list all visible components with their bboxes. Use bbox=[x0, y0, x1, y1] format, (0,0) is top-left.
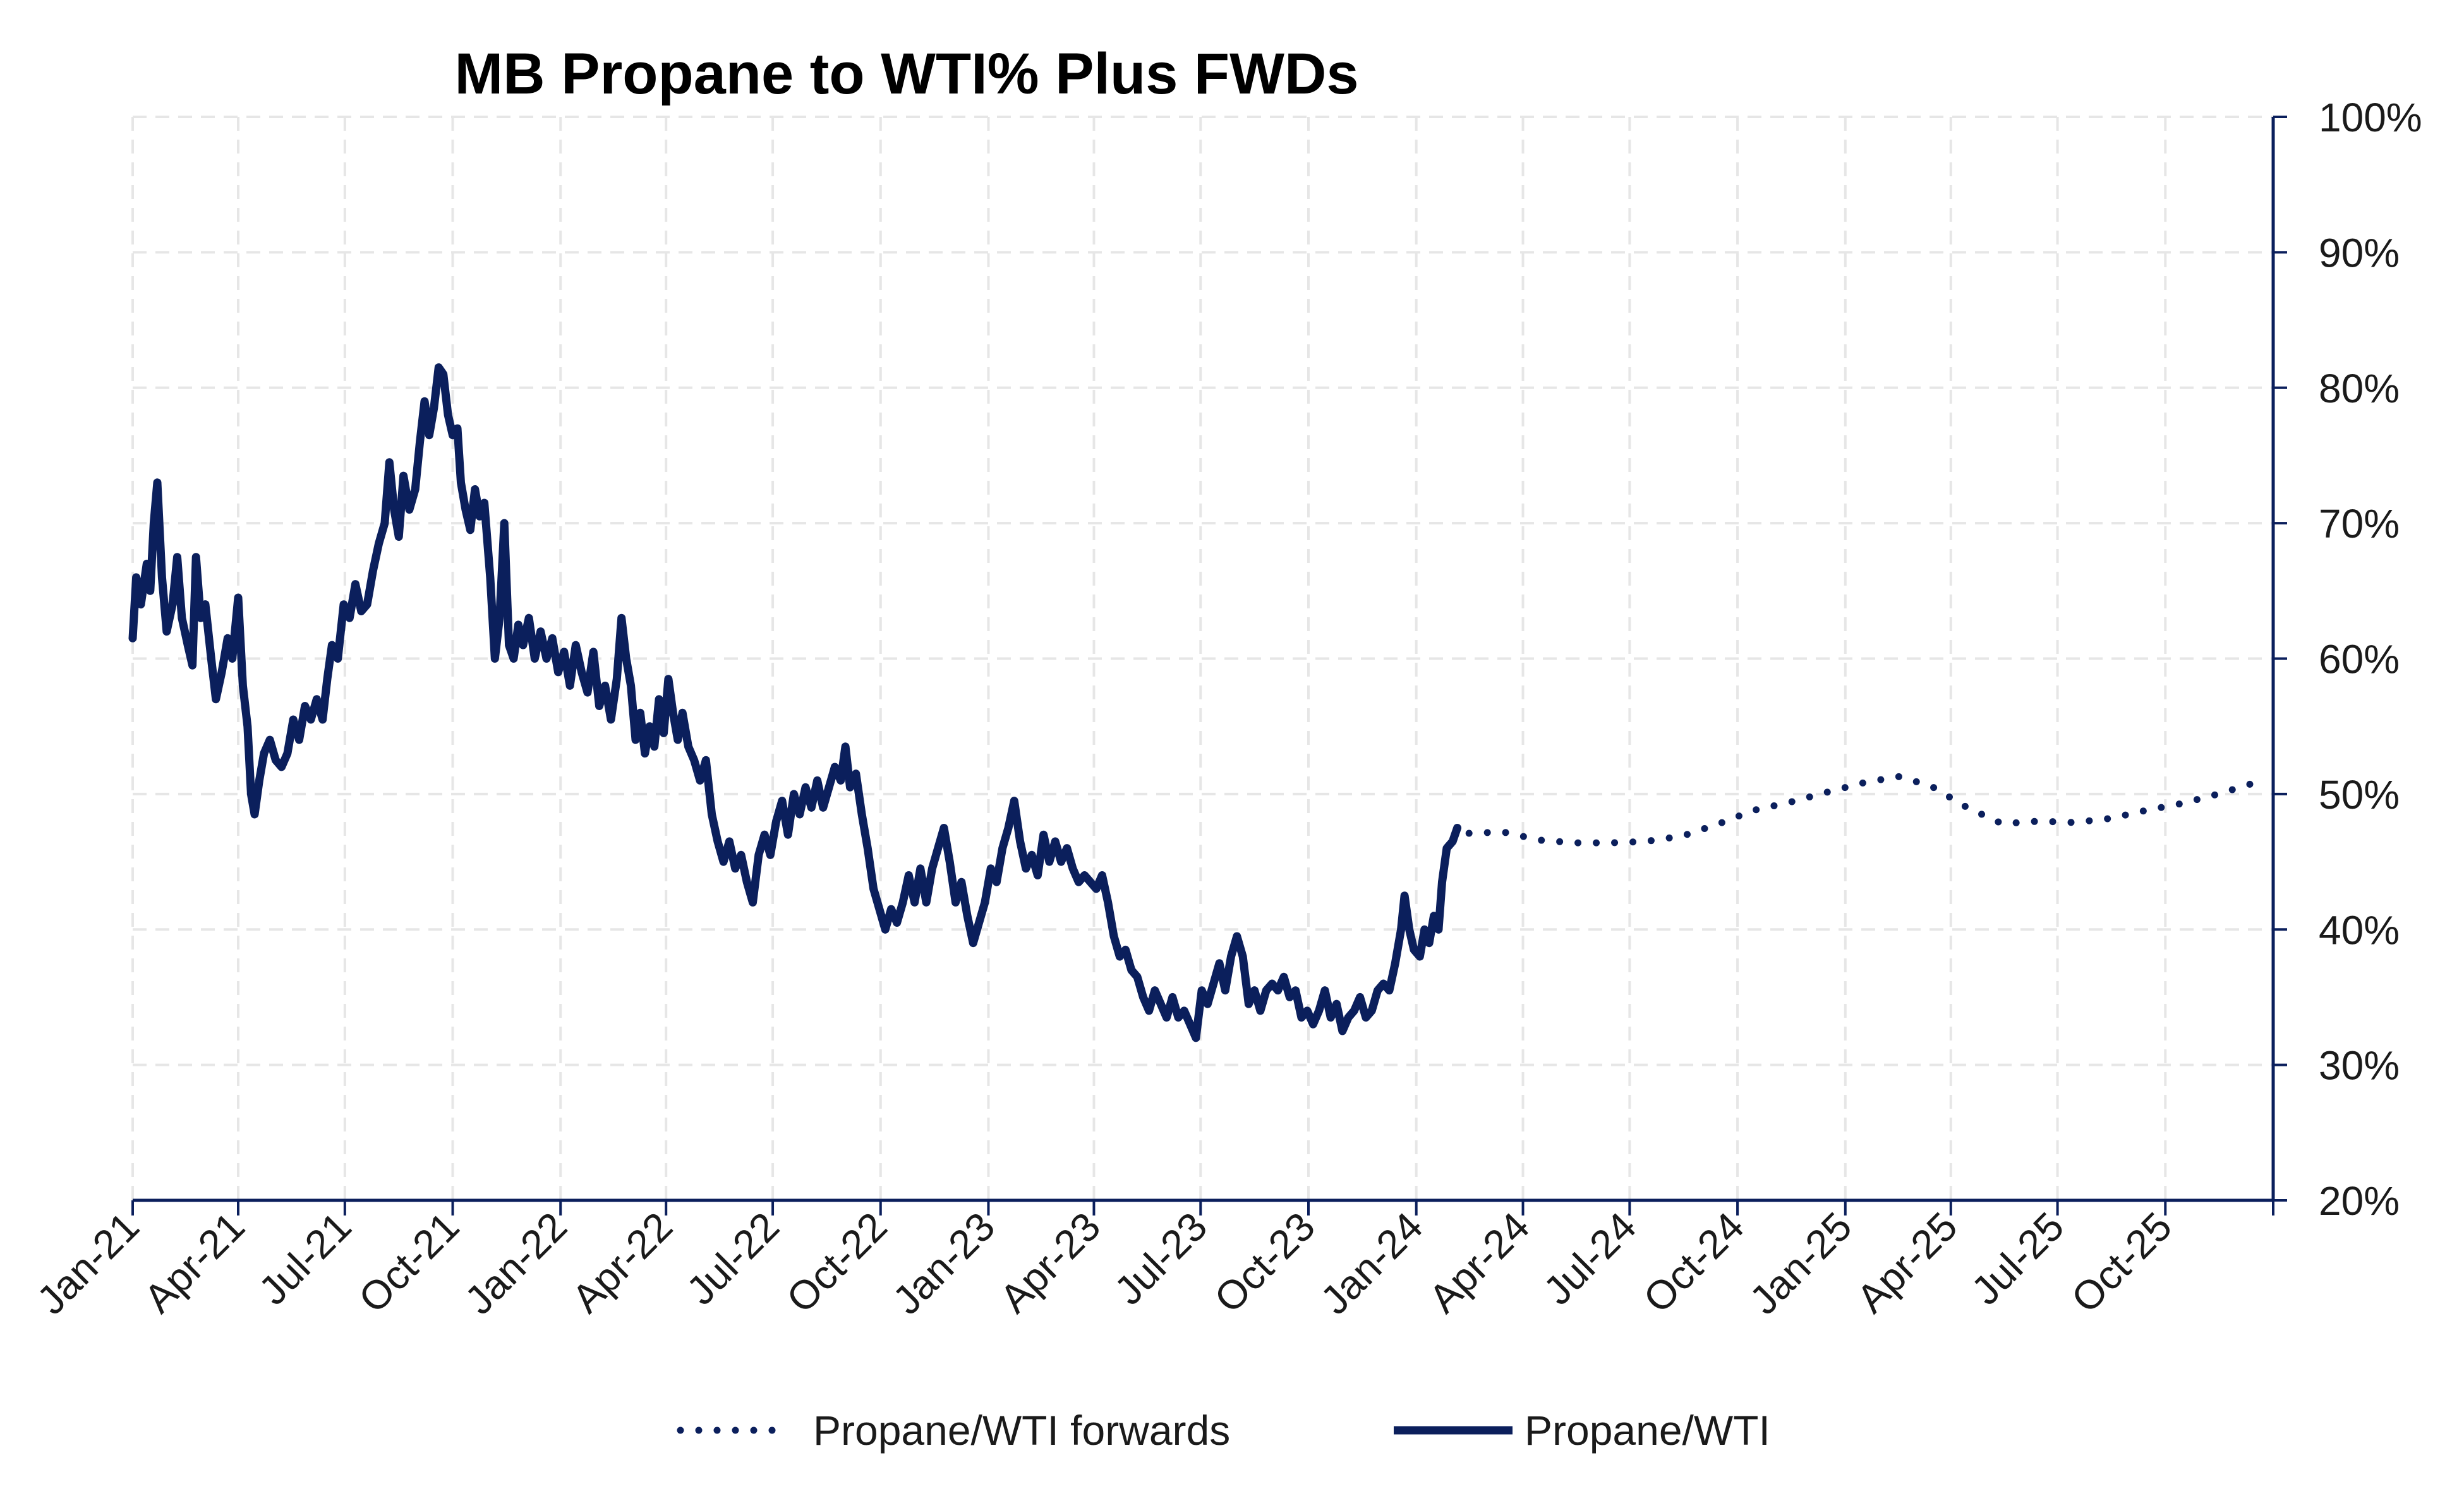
y-tick-label: 90% bbox=[2319, 230, 2400, 275]
x-tick-label: Jul-24 bbox=[1535, 1203, 1645, 1313]
x-tick-label: Apr-24 bbox=[1420, 1203, 1538, 1322]
series-line-propane-wti bbox=[128, 363, 1462, 1042]
grid bbox=[131, 116, 2273, 1202]
x-tick-label: Jul-21 bbox=[250, 1203, 360, 1313]
axes: 100% 90% 80% 70% 60% 50% 40% 30% 20% Jan-21Apr-21… bbox=[28, 95, 2422, 1323]
series-line-forwards bbox=[1465, 773, 2257, 847]
x-tick-label: Oct-25 bbox=[2062, 1203, 2180, 1322]
x-tick-label: Apr-21 bbox=[135, 1203, 253, 1322]
y-tick-label: 80% bbox=[2319, 366, 2400, 411]
y-tick-label: 30% bbox=[2319, 1043, 2400, 1089]
x-tick-label: Apr-23 bbox=[991, 1203, 1109, 1322]
x-tick-label: Oct-21 bbox=[350, 1203, 468, 1322]
y-tick-label: 70% bbox=[2319, 501, 2400, 546]
x-tick-label: Jan-25 bbox=[1741, 1203, 1860, 1323]
x-tick-label: Jan-21 bbox=[28, 1203, 148, 1323]
x-tick-label: Jul-23 bbox=[1106, 1203, 1216, 1313]
y-tick-label: 100% bbox=[2319, 95, 2422, 140]
x-tick-label: Oct-24 bbox=[1634, 1203, 1753, 1322]
x-tick-label: Oct-23 bbox=[1205, 1203, 1324, 1322]
x-tick-label: Jan-24 bbox=[1312, 1203, 1431, 1323]
plot-area bbox=[128, 363, 2257, 1042]
x-tick-label: Jul-22 bbox=[678, 1203, 788, 1313]
legend-label-spot: Propane/WTI bbox=[1525, 1407, 1770, 1454]
chart-title: MB Propane to WTI% Plus FWDs bbox=[454, 42, 1358, 106]
x-tick-label: Jan-22 bbox=[456, 1203, 576, 1323]
x-tick-label: Apr-25 bbox=[1848, 1203, 1966, 1322]
legend-label-forwards: Propane/WTI forwards bbox=[813, 1407, 1230, 1454]
x-tick-label: Apr-22 bbox=[563, 1203, 681, 1322]
y-tick-label: 60% bbox=[2319, 637, 2400, 682]
y-tick-label: 50% bbox=[2319, 772, 2400, 817]
x-tick-label: Jan-23 bbox=[884, 1203, 1003, 1323]
x-tick-label: Jul-25 bbox=[1962, 1203, 2072, 1313]
y-tick-label: 20% bbox=[2319, 1178, 2400, 1224]
legend: Propane/WTI forwards Propane/WTI bbox=[677, 1407, 1770, 1454]
y-tick-label: 40% bbox=[2319, 907, 2400, 953]
x-tick-label: Oct-22 bbox=[778, 1203, 896, 1322]
